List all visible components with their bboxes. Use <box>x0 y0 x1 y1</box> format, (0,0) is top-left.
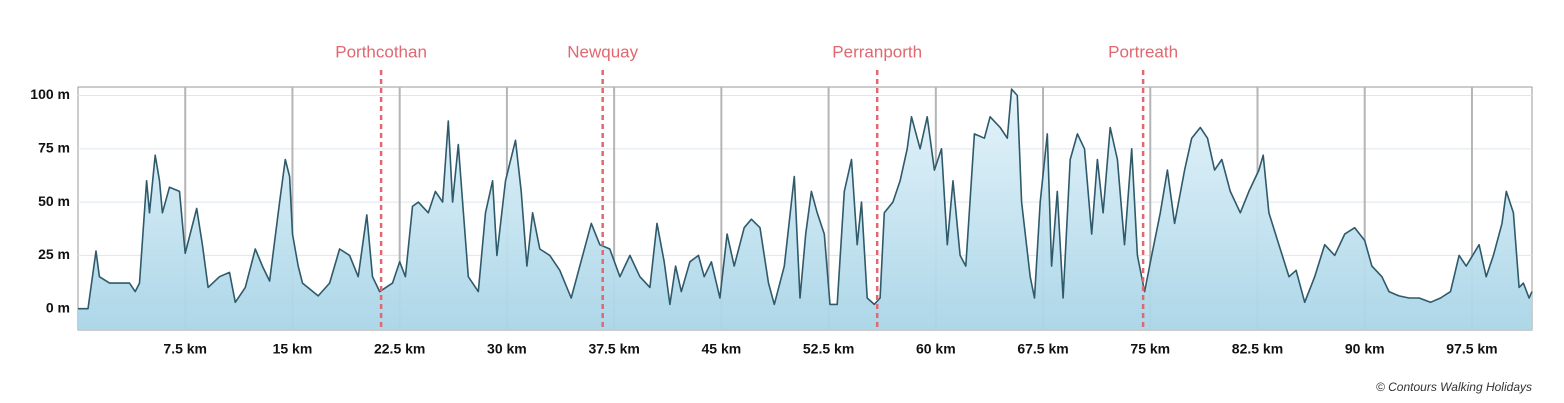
x-tick-label: 60 km <box>916 341 956 357</box>
x-tick-label: 45 km <box>702 341 742 357</box>
x-tick-label: 22.5 km <box>374 341 425 357</box>
y-tick-label: 0 m <box>46 299 70 315</box>
x-tick-label: 82.5 km <box>1232 341 1283 357</box>
area-fill <box>78 89 1532 330</box>
annotation-label: Porthcothan <box>335 42 427 61</box>
y-tick-label: 25 m <box>38 246 70 262</box>
x-tick-label: 30 km <box>487 341 527 357</box>
y-tick-label: 75 m <box>38 140 70 156</box>
x-tick-label: 75 km <box>1130 341 1170 357</box>
x-tick-label: 37.5 km <box>588 341 639 357</box>
x-tick-label: 15 km <box>273 341 313 357</box>
credit: © Contours Walking Holidays <box>1376 380 1532 394</box>
x-tick-label: 7.5 km <box>163 341 207 357</box>
annotation-label: Perranporth <box>832 42 922 61</box>
x-tick-label: 52.5 km <box>803 341 854 357</box>
y-tick-label: 100 m <box>30 86 70 102</box>
x-tick-label: 97.5 km <box>1446 341 1497 357</box>
annotation-label: Newquay <box>567 42 638 61</box>
x-tick-label: 67.5 km <box>1017 341 1068 357</box>
annotation-label: Portreath <box>1108 42 1178 61</box>
x-tick-label: 90 km <box>1345 341 1385 357</box>
area-line <box>78 88 1533 310</box>
y-tick-label: 50 m <box>38 193 70 209</box>
